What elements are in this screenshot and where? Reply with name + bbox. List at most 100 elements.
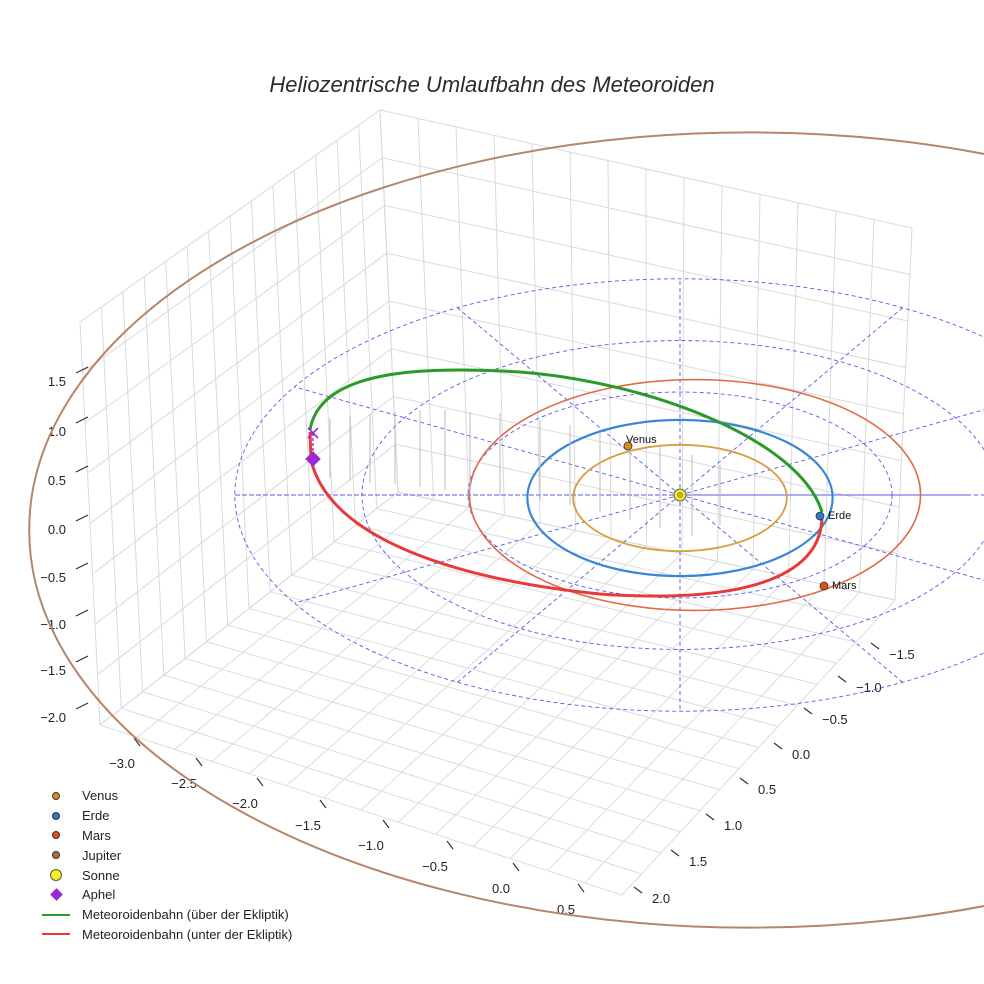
x-tick-mark [133, 737, 141, 747]
legend-label: Venus [82, 788, 119, 804]
legend-item: Meteoroidenbahn (über der Ekliptik) [40, 905, 292, 925]
planet-orbits [468, 378, 922, 612]
z-tick-label: 0.0 [48, 522, 66, 537]
meteoroid-arc-below [308, 431, 824, 598]
legend-symbol [40, 888, 72, 902]
jupiter-orbit [28, 131, 984, 929]
legend-label: Jupiter [82, 847, 122, 863]
grid-line [94, 395, 900, 625]
y-tick-label: 2.0 [652, 891, 670, 906]
legend-symbol [40, 811, 72, 820]
x-tick-label: 0.0 [492, 881, 510, 896]
legend-symbol [40, 851, 72, 860]
grid-line [360, 545, 647, 811]
grid-line [355, 524, 857, 643]
legend-symbol [40, 869, 72, 882]
x-tick-label: −0.5 [422, 859, 448, 874]
y-tick-mark [705, 813, 715, 821]
x-tick-mark [577, 883, 585, 893]
z-tick-label: −1.0 [40, 617, 66, 632]
x-tick-mark [256, 777, 264, 787]
legend-item: Venus [40, 786, 292, 806]
meteoroid-orbit [308, 368, 824, 598]
legend-item: Erde [40, 806, 292, 826]
z-tick-label: 1.5 [48, 374, 66, 389]
planet-erde [815, 511, 825, 521]
y-tick-mark [633, 886, 643, 894]
x-tick-label: −3.0 [109, 756, 135, 771]
orbit-stems [329, 410, 721, 536]
legend-label: Aphel [82, 887, 116, 903]
ecliptic-ring [234, 278, 984, 712]
planet-venus [623, 441, 633, 451]
y-tick-mark [773, 742, 783, 750]
planet-label-venus: Venus [626, 434, 657, 446]
y-tick-label: 0.0 [792, 747, 810, 762]
x-tick-mark [382, 819, 390, 829]
y-tick-label: 1.0 [724, 818, 742, 833]
y-tick-label: −1.5 [889, 647, 915, 662]
legend-symbol [40, 933, 72, 936]
z-tick-label: −1.5 [40, 663, 66, 678]
z-tick-mark [75, 609, 89, 617]
grid-line [82, 157, 910, 373]
y-tick-label: −1.0 [856, 680, 882, 695]
legend-label: Meteoroidenbahn (über der Ekliptik) [82, 907, 289, 923]
z-tick-label: −2.0 [40, 710, 66, 725]
x-tick-mark [195, 757, 203, 767]
grid-line [547, 584, 825, 872]
x-tick-label: −1.5 [295, 818, 321, 833]
orbit-venus [572, 443, 788, 553]
legend-label: Sonne [82, 867, 120, 883]
aphel-projection-x [307, 427, 319, 439]
y-tick-label: 0.5 [758, 782, 776, 797]
grid-line [584, 591, 860, 884]
legend-label: Erde [82, 808, 110, 824]
y-tick-mark [803, 707, 813, 715]
box-gridlines [79, 109, 913, 896]
grid-line [334, 541, 837, 664]
planet-label-mars: Mars [832, 580, 857, 592]
z-tick-mark [75, 416, 89, 424]
grid-line [312, 558, 818, 685]
meteoroid-arc-above [308, 368, 824, 513]
planet-label-erde: Erde [828, 510, 851, 522]
x-tick-label: −1.0 [358, 838, 384, 853]
grid-line [270, 591, 779, 727]
legend-item: Sonne [40, 865, 292, 885]
legend-label: Meteoroidenbahn (unter der Ekliptik) [82, 926, 293, 942]
grid-line [92, 348, 902, 575]
y-tick-mark [837, 675, 847, 683]
ecliptic-spoke [294, 494, 681, 604]
legend-symbol [40, 913, 72, 916]
grid-line [89, 300, 904, 524]
orbit-jupiter [28, 131, 984, 929]
grid-line [79, 109, 913, 323]
z-tick-mark [75, 514, 89, 522]
ecliptic-grid [234, 278, 984, 712]
legend-symbol [40, 791, 72, 800]
grid-line [435, 561, 718, 835]
z-tick-label: 0.5 [48, 473, 66, 488]
sun-core [677, 492, 683, 498]
grid-line [472, 568, 754, 847]
orbit-mars [468, 378, 922, 612]
legend: Venus Erde Mars Jupiter Sonne Aphel Meteoroide… [40, 786, 292, 944]
grid-line [97, 443, 898, 676]
z-tick-mark [75, 702, 89, 710]
x-tick-label: −2.0 [232, 796, 258, 811]
y-tick-mark [670, 849, 680, 857]
grid-line [291, 574, 798, 706]
z-tick-mark [75, 655, 89, 663]
ecliptic-spoke [679, 494, 984, 581]
grid-line [397, 553, 683, 823]
legend-item: Mars [40, 826, 292, 846]
y-tick-label: 1.5 [689, 854, 707, 869]
x-tick-mark [319, 799, 327, 809]
legend-item: Meteoroidenbahn (unter der Ekliptik) [40, 925, 292, 945]
y-tick-label: −0.5 [822, 712, 848, 727]
x-tick-mark [446, 840, 454, 850]
y-tick-mark [870, 642, 880, 650]
z-tick-mark [75, 562, 89, 570]
